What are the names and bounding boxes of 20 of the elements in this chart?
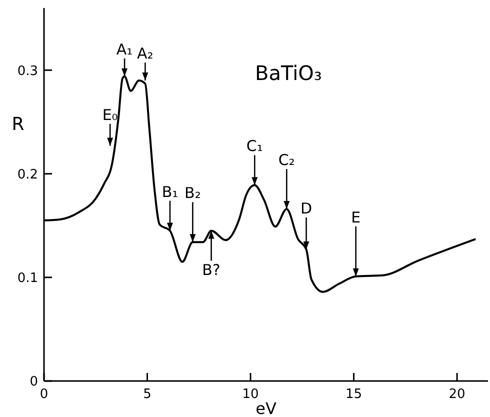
annotation: BaTiO₃ <box>255 61 322 85</box>
y-tick-label: 0.1 <box>17 271 38 286</box>
annotation: B? <box>202 260 220 279</box>
annotation: B₁ <box>162 182 178 201</box>
annotation: C₁ <box>246 137 263 156</box>
annotation: D <box>300 199 312 218</box>
x-tick-label: 20 <box>448 387 466 402</box>
annotation: A₂ <box>137 44 154 63</box>
y-tick-label: 0.2 <box>17 167 38 182</box>
y-tick-label: 0 <box>30 374 38 390</box>
annotation: B₂ <box>184 184 201 202</box>
annotation: E <box>351 208 361 226</box>
y-tick-label: 0.3 <box>17 64 38 79</box>
x-tick-label: 0 <box>40 387 48 402</box>
y-axis-title: R <box>12 114 24 135</box>
x-tick-label: 15 <box>345 387 362 402</box>
annotation: A₁ <box>116 40 133 58</box>
x-tick-label: 5 <box>143 387 152 402</box>
annotation: C₂ <box>278 151 295 170</box>
annotation: E₀ <box>102 106 118 124</box>
